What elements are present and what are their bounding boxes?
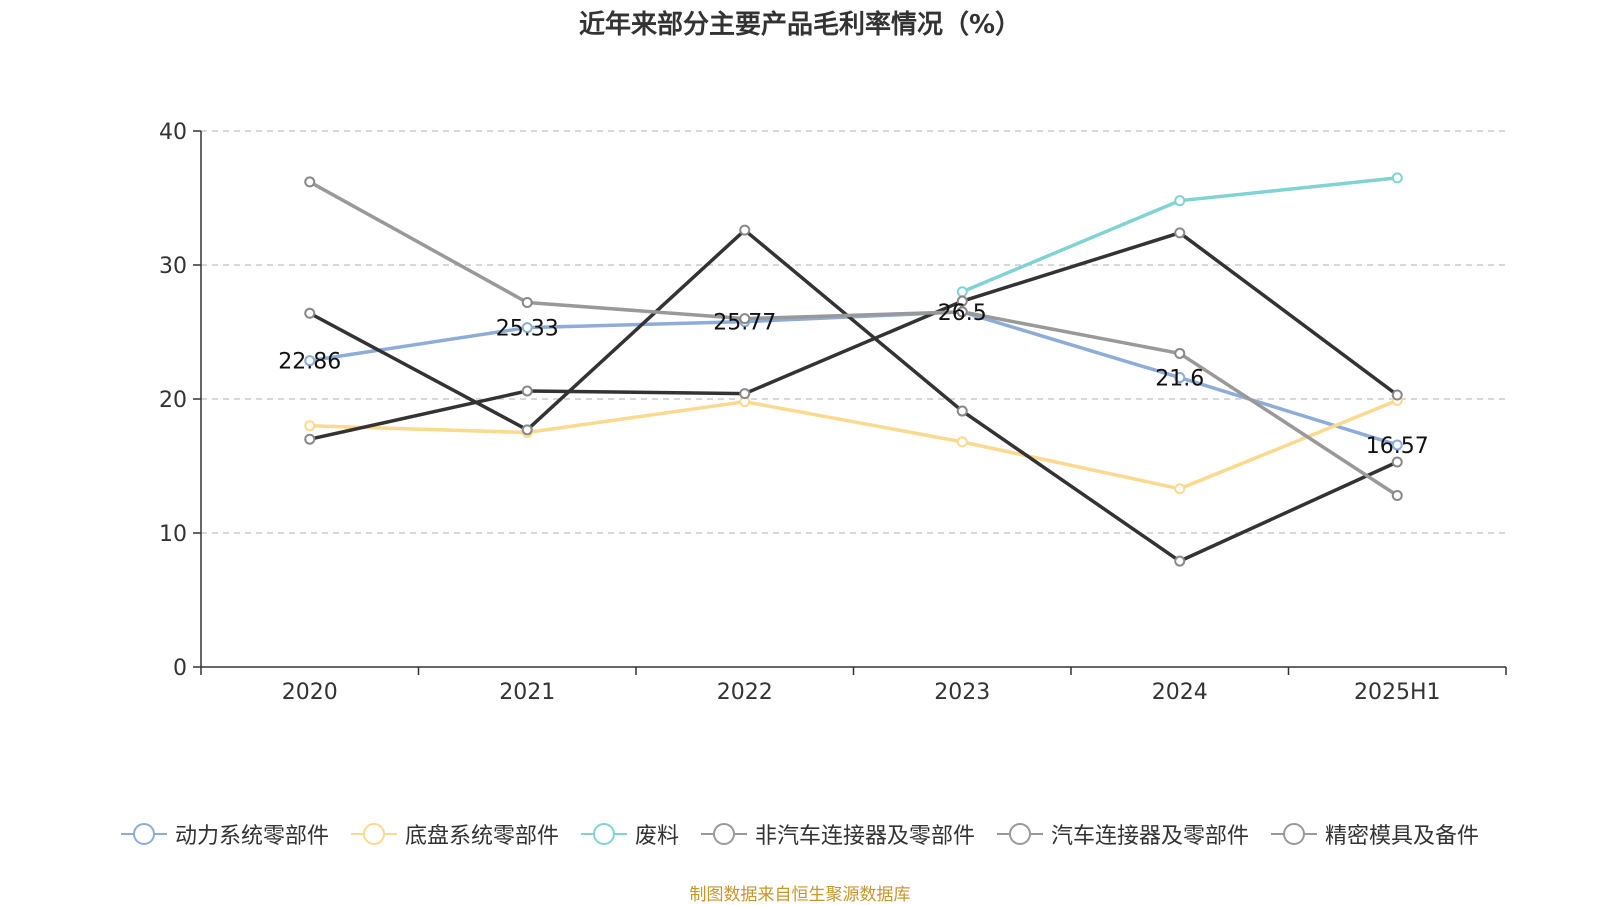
data-point [304,176,316,188]
data-point [1391,489,1403,501]
data-point [956,295,968,307]
data-point [956,436,968,448]
x-tick-label: 2021 [499,680,555,705]
data-point [956,405,968,417]
legend-label: 汽车连接器及零部件 [1051,824,1250,849]
legend-item[interactable]: 动力系统零部件 [120,818,329,850]
legend-label: 废料 [634,824,679,849]
data-point [1174,227,1186,239]
data-point [521,297,533,309]
legend-marker-icon [120,823,167,845]
series-line-3 [308,228,1398,563]
y-tick-label: 30 [159,254,187,279]
x-tick-label: 2025H1 [1354,680,1441,705]
legend-marker-icon [1271,823,1318,845]
legend-label: 非汽车连接器及零部件 [755,824,976,849]
chart-title: 近年来部分主要产品毛利率情况（%） [578,10,1022,40]
data-label: 22.86 [278,350,341,375]
data-label: 16.57 [1366,434,1429,459]
y-tick-label: 20 [159,388,187,413]
legend-label: 动力系统零部件 [174,824,329,849]
legend-item[interactable]: 废料 [580,818,679,850]
data-label: 21.6 [1155,367,1204,392]
data-point [521,424,533,436]
data-point [1174,555,1186,567]
data-label: 25.77 [713,311,776,336]
data-point [956,306,968,318]
data-point [1391,389,1403,401]
series-line-4 [309,231,1399,441]
legend-marker-icon [350,823,397,845]
data-point [1174,347,1186,359]
data-point [739,388,751,400]
x-tick-label: 2020 [282,680,338,705]
series-line-1 [309,398,1398,491]
y-tick-label: 0 [173,656,187,681]
data-point [956,286,968,298]
legend-item[interactable]: 汽车连接器及零部件 [997,818,1249,850]
data-point [1174,372,1186,384]
legend-item[interactable]: 非汽车连接器及零部件 [701,818,975,850]
x-tick-label: 2022 [717,680,773,705]
legend-marker-icon [701,823,747,845]
legend-label: 底盘系统零部件 [404,824,559,849]
chart-legend: 动力系统零部件 底盘系统零部件 废料 非汽车连接器及零部件 汽车连接器及零部件 精密模具及… [0,818,1600,850]
legend-marker-icon [580,823,627,845]
data-point [1391,439,1403,451]
legend-label: 精密模具及备件 [1325,824,1480,849]
data-point [739,224,751,236]
data-label: 25.33 [496,317,559,342]
source-note: 制图数据来自恒生聚源数据库 [689,885,911,905]
data-point [304,420,316,432]
data-point [739,313,751,325]
series-line-0 [309,310,1398,447]
data-point [1174,195,1186,207]
legend-marker-icon [997,823,1044,845]
data-point [1391,172,1403,184]
legend-item[interactable]: 底盘系统零部件 [350,818,559,850]
data-point [304,433,316,445]
data-point [1391,456,1403,468]
data-point [1174,483,1186,495]
x-tick-label: 2024 [1152,680,1208,705]
x-tick-label: 2023 [934,680,990,705]
legend-item[interactable]: 精密模具及备件 [1271,818,1479,850]
data-point [304,307,316,319]
line-chart: 0 10 20 30 40 2020 2021 2022 2023 2024 2025H1 22.86… [159,120,1507,705]
data-point [521,385,533,397]
data-point [521,322,533,334]
series-line-5 [308,180,1399,497]
data-point [304,355,316,367]
y-tick-label: 10 [159,522,187,547]
y-tick-label: 40 [159,120,187,145]
data-label: 26.5 [938,301,987,326]
